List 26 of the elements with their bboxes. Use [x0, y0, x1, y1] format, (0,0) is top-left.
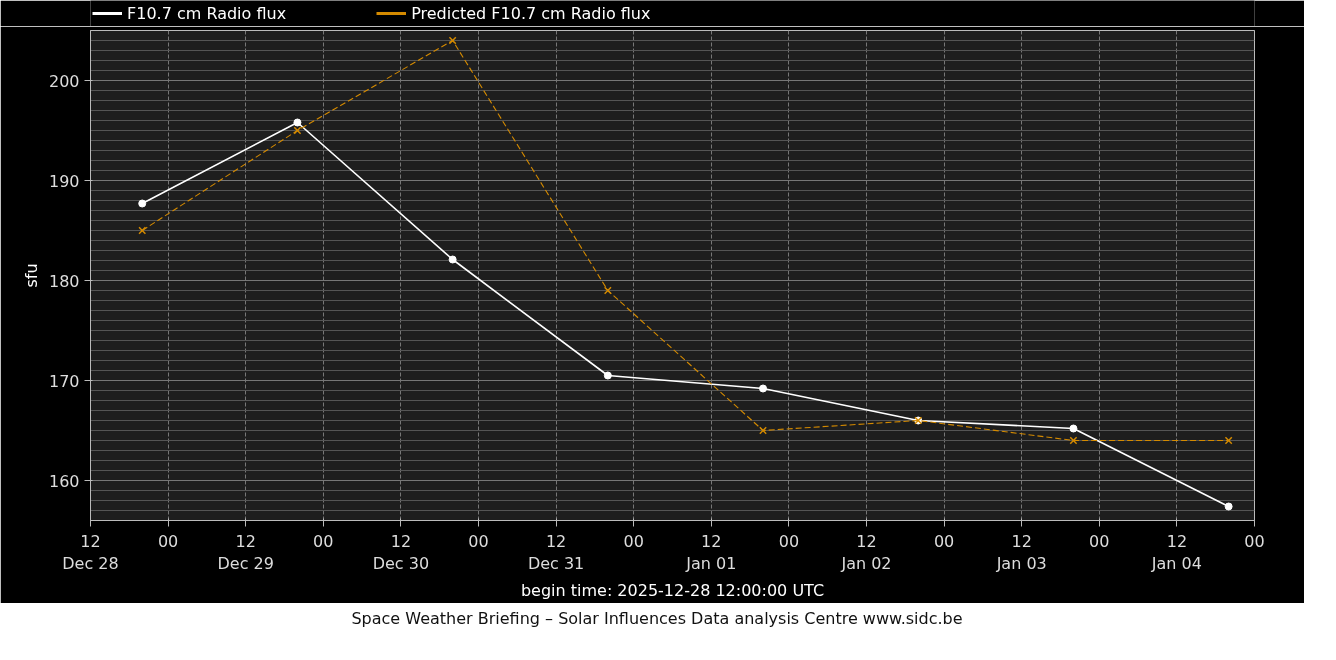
x-tick-label: 12 Dec 29: [217, 531, 274, 574]
x-tick-label: 00: [933, 531, 955, 551]
y-tick-label: 170: [48, 371, 80, 391]
y-axis-title: sfu: [21, 263, 41, 288]
text: Space Weather Briefing – Solar Influences Data analysis Centre www.sidc.be: [351, 608, 963, 630]
y-tick-label: 160: [48, 471, 80, 491]
legend-label: F10.7 cm Radio flux: [127, 3, 287, 23]
legend-label: Predicted F10.7 cm Radio flux: [411, 3, 651, 23]
y-tick-label: 200: [48, 71, 80, 91]
x-tick-label: 12 Jan 02: [840, 531, 892, 574]
x-tick-label: 00: [1244, 531, 1265, 551]
y-tick-label: 190: [48, 171, 80, 191]
x-axis-title: begin time: 2025-12-28 12:00:00 UTC: [520, 581, 825, 601]
x-tick-label: 00: [313, 531, 334, 551]
x-tick-label: 00: [1089, 531, 1110, 551]
x-tick-label: 12 Jan 01: [685, 531, 737, 574]
x-tick-label: 00: [157, 531, 179, 551]
x-tick-label: 00: [778, 531, 800, 551]
y-tick-label: 180: [48, 271, 80, 291]
x-tick-label: 12 Dec 28: [62, 531, 119, 574]
x-tick-label: 00: [468, 531, 489, 551]
x-tick-label: 12 Dec 31: [527, 531, 585, 574]
x-tick-label: 12 Jan 04: [1150, 531, 1202, 574]
x-tick-label: 12 Jan 03: [995, 531, 1047, 574]
x-tick-label: 00: [623, 531, 644, 551]
x-tick-label: 12 Dec 30: [372, 531, 430, 574]
